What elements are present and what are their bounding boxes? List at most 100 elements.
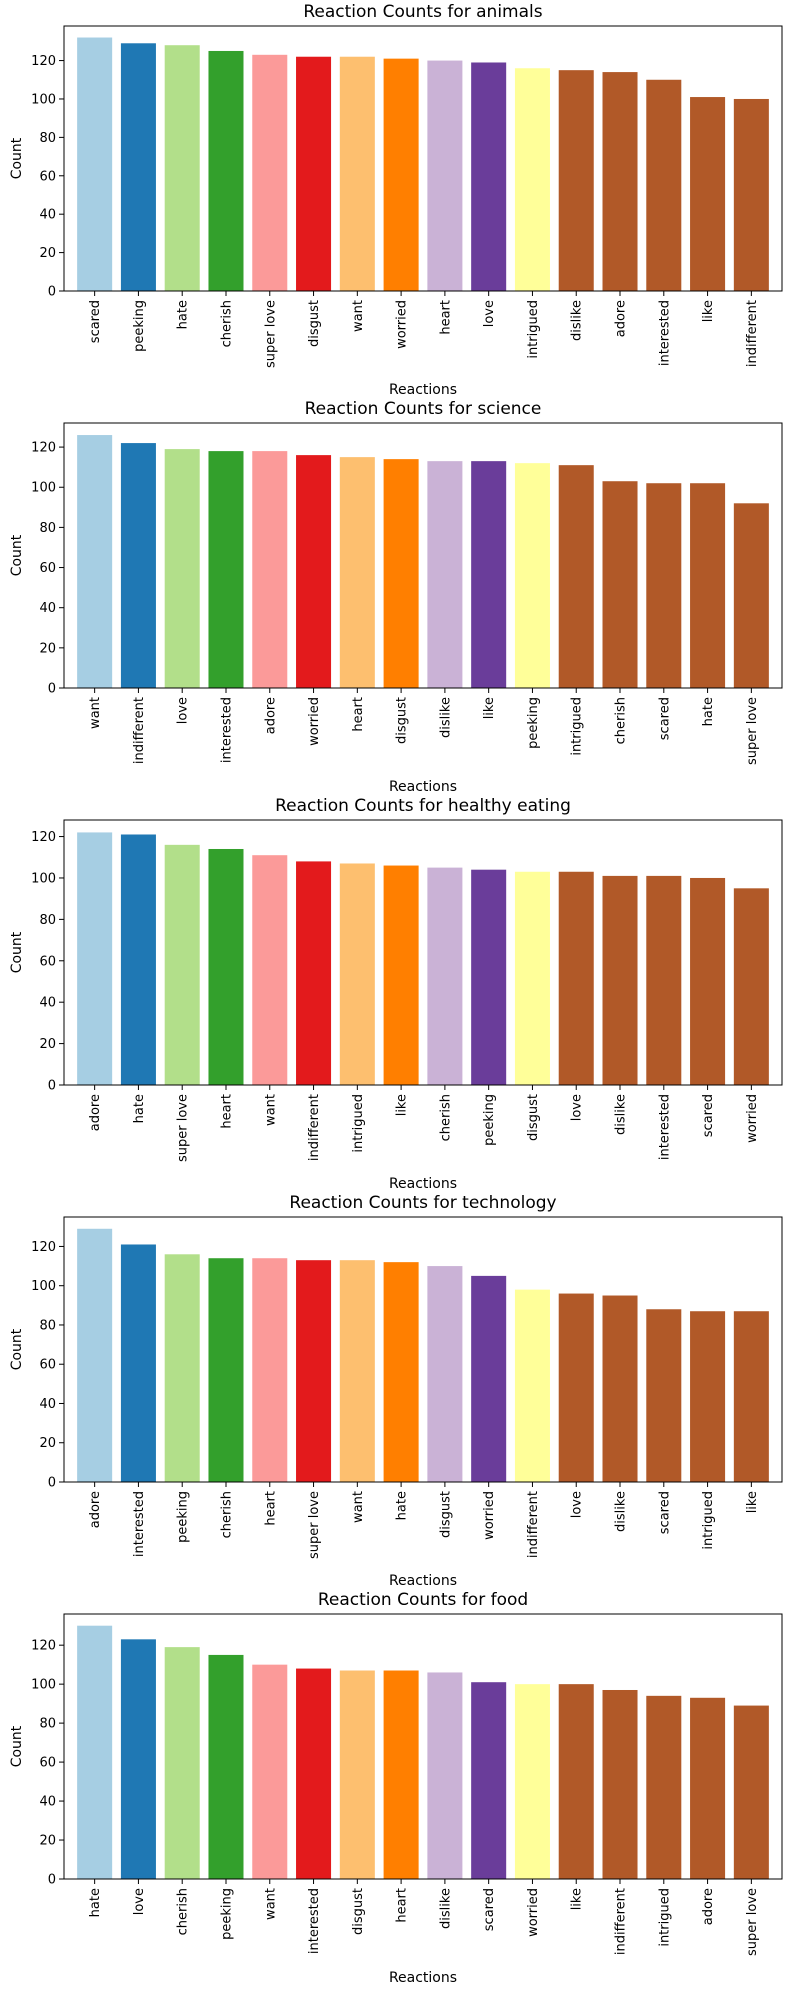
x-tick-label: super love bbox=[307, 1491, 322, 1559]
bar bbox=[339, 1260, 375, 1482]
x-tick-label: cherish bbox=[219, 1491, 234, 1538]
x-axis-label: Reactions bbox=[389, 1176, 457, 1192]
y-tick-label: 120 bbox=[31, 441, 56, 456]
bar bbox=[558, 70, 594, 292]
bar bbox=[252, 1664, 288, 1879]
y-tick-label: 40 bbox=[39, 208, 56, 223]
x-tick-label: scared bbox=[482, 1888, 497, 1931]
chart-title: Reaction Counts for food bbox=[318, 1590, 528, 1610]
y-axis-label: Count bbox=[9, 1725, 25, 1767]
x-tick-label: worried bbox=[307, 697, 322, 746]
bar bbox=[296, 1260, 332, 1482]
bar bbox=[383, 865, 419, 1085]
y-tick-label: 100 bbox=[31, 871, 56, 886]
y-tick-label: 60 bbox=[39, 169, 56, 184]
plot-frame bbox=[63, 25, 783, 292]
x-tick-label: hate bbox=[176, 300, 191, 329]
bar bbox=[427, 60, 463, 291]
x-tick-label: dislike bbox=[570, 300, 585, 341]
bar bbox=[383, 1670, 419, 1879]
x-tick-label: worried bbox=[526, 1888, 541, 1937]
x-tick-label: peeking bbox=[132, 300, 147, 352]
bar bbox=[208, 1258, 244, 1482]
y-tick-label: 80 bbox=[39, 1318, 56, 1333]
x-tick-label: heart bbox=[395, 1888, 410, 1923]
x-tick-label: scared bbox=[657, 1491, 672, 1534]
x-tick-label: want bbox=[351, 1491, 366, 1523]
bar bbox=[427, 1266, 463, 1482]
x-tick-label: indifferent bbox=[526, 1491, 541, 1558]
x-axis-label: Reactions bbox=[389, 779, 457, 795]
x-tick-label: cherish bbox=[176, 1888, 191, 1935]
bar bbox=[602, 1295, 638, 1482]
x-tick-label: disgust bbox=[351, 1888, 366, 1935]
bar bbox=[120, 834, 156, 1085]
y-axis-label: Count bbox=[9, 137, 25, 179]
bar bbox=[558, 1684, 594, 1879]
x-tick-label: interested bbox=[132, 1491, 147, 1557]
y-tick-label: 100 bbox=[31, 481, 56, 496]
bar bbox=[558, 871, 594, 1085]
y-tick-label: 40 bbox=[39, 996, 56, 1011]
bar bbox=[690, 1311, 726, 1482]
x-tick-label: want bbox=[263, 1888, 278, 1920]
chart-title: Reaction Counts for technology bbox=[289, 1193, 556, 1213]
bar bbox=[296, 1668, 332, 1879]
x-tick-label: peeking bbox=[219, 1888, 234, 1940]
plot-frame bbox=[63, 1216, 783, 1483]
bar bbox=[77, 435, 113, 688]
x-tick-label: heart bbox=[351, 697, 366, 732]
bar bbox=[733, 1705, 769, 1879]
bar bbox=[558, 1293, 594, 1482]
x-tick-label: intrigued bbox=[701, 1491, 716, 1550]
bar bbox=[646, 1695, 682, 1879]
chart-panel: Reaction Counts for technology 0 20 40 60 80 1… bbox=[9, 1193, 783, 1589]
x-tick-label: cherish bbox=[614, 697, 629, 744]
x-tick-label: love bbox=[482, 300, 497, 327]
bar bbox=[208, 848, 244, 1085]
bar bbox=[252, 54, 288, 291]
x-tick-label: scared bbox=[88, 300, 103, 343]
x-tick-label: dislike bbox=[614, 1491, 629, 1532]
bar bbox=[164, 449, 200, 688]
x-axis-label: Reactions bbox=[389, 1970, 457, 1986]
x-tick-label: intrigued bbox=[570, 697, 585, 756]
bar bbox=[602, 1689, 638, 1879]
y-tick-label: 20 bbox=[39, 1834, 56, 1849]
x-tick-label: dislike bbox=[438, 697, 453, 738]
y-tick-label: 80 bbox=[39, 131, 56, 146]
bar bbox=[471, 1682, 507, 1879]
y-tick-label: 120 bbox=[31, 54, 56, 69]
x-tick-label: dislike bbox=[614, 1094, 629, 1135]
chart-panel: Reaction Counts for food 0 20 40 60 80 100 120 h… bbox=[9, 1590, 783, 1986]
x-tick-label: want bbox=[263, 1094, 278, 1126]
chart-panel: Reaction Counts for science 0 20 40 60 80 100 1… bbox=[9, 399, 783, 795]
bar bbox=[646, 79, 682, 291]
bar bbox=[120, 1639, 156, 1879]
x-tick-label: like bbox=[570, 1888, 585, 1910]
x-tick-label: intrigued bbox=[526, 300, 541, 359]
y-tick-label: 80 bbox=[39, 521, 56, 536]
bar bbox=[733, 98, 769, 292]
x-tick-label: worried bbox=[395, 300, 410, 349]
y-tick-label: 120 bbox=[31, 830, 56, 845]
x-tick-label: hate bbox=[395, 1491, 410, 1520]
bar bbox=[602, 875, 638, 1085]
x-tick-label: intrigued bbox=[351, 1094, 366, 1153]
x-tick-label: interested bbox=[219, 697, 234, 763]
y-tick-label: 60 bbox=[39, 1756, 56, 1771]
y-tick-label: 60 bbox=[39, 1358, 56, 1373]
x-tick-label: indifferent bbox=[132, 697, 147, 764]
y-tick-label: 120 bbox=[31, 1639, 56, 1654]
x-tick-label: adore bbox=[614, 300, 629, 337]
bar bbox=[558, 465, 594, 688]
x-tick-label: interested bbox=[657, 300, 672, 366]
bar bbox=[602, 72, 638, 291]
x-tick-label: like bbox=[745, 1491, 760, 1513]
bar bbox=[252, 855, 288, 1085]
y-tick-label: 0 bbox=[48, 682, 56, 697]
bar bbox=[427, 461, 463, 688]
bar bbox=[296, 861, 332, 1085]
y-tick-label: 20 bbox=[39, 246, 56, 261]
